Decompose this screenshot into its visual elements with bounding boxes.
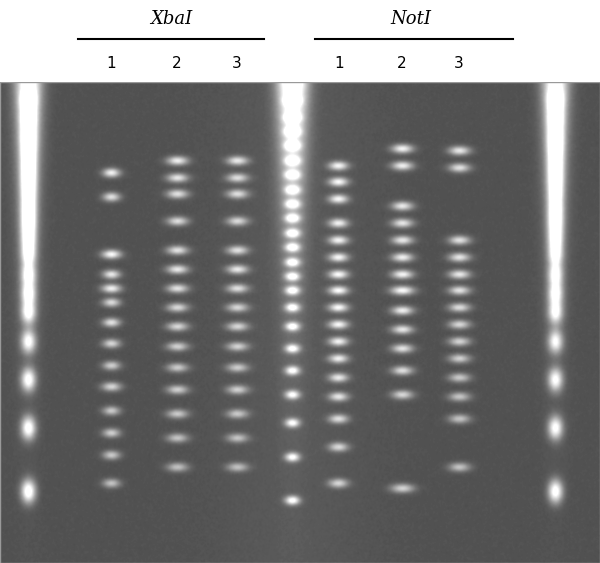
Text: 3: 3 (454, 56, 464, 71)
Text: 1: 1 (334, 56, 344, 71)
Text: 2: 2 (172, 56, 182, 71)
Text: 3: 3 (232, 56, 242, 71)
Text: NotI: NotI (391, 10, 431, 28)
Text: 2: 2 (397, 56, 407, 71)
Text: 1: 1 (106, 56, 116, 71)
Text: XbaI: XbaI (150, 10, 192, 28)
Bar (0, 82, 600, 563)
